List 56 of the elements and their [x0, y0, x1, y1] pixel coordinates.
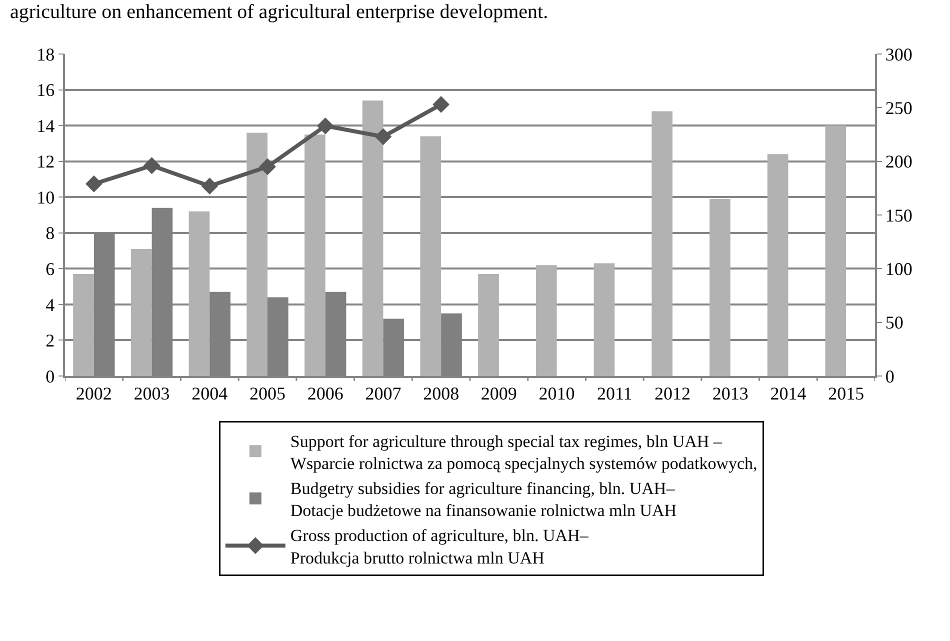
bar — [188, 211, 210, 376]
x-tick-label: 2008 — [423, 383, 460, 404]
y2-tick-label: 150 — [885, 205, 912, 226]
x-tick-label: 2012 — [654, 383, 690, 404]
bar — [594, 263, 615, 376]
x-tick-label: 2011 — [596, 383, 632, 404]
bar — [652, 111, 672, 376]
bar — [536, 265, 557, 376]
bar — [825, 126, 846, 376]
text: agriculture on enhancement of agricultural enterprise development. — [10, 1, 548, 23]
y2-tick-label: 50 — [885, 312, 904, 333]
y2-tick-label: 300 — [885, 44, 912, 64]
point — [316, 117, 334, 134]
y-tick-label: 2 — [46, 330, 55, 351]
y2-tick-label: 0 — [885, 366, 894, 386]
y-tick-label: 12 — [36, 152, 55, 172]
point — [201, 178, 218, 194]
bar — [130, 248, 152, 376]
y2-tick-label: 250 — [885, 98, 912, 118]
point — [143, 157, 160, 174]
legend-label: Budgetry subsidies for agriculture financing, bln. UAH– Dotacje budżetowe na finansowanie rolnictwa mln UAH — [290, 478, 677, 520]
bar — [478, 274, 499, 376]
x-tick-label: 2004 — [192, 383, 228, 404]
legend-label: Gross production of agriculture, bln. UAH– Produkcja brutto rolnictwa mln UAH — [290, 526, 589, 568]
point — [432, 96, 450, 113]
y2-tick-label: 200 — [885, 152, 912, 172]
bar — [767, 154, 788, 376]
x-tick-label: 2013 — [712, 383, 748, 404]
x-tick-label: 2007 — [365, 383, 402, 404]
y-tick-label: 18 — [36, 44, 55, 64]
bar — [246, 132, 268, 376]
x-tick-label: 2010 — [538, 383, 575, 404]
point — [259, 158, 276, 176]
y-tick-label: 6 — [46, 258, 55, 279]
y-tick-label: 14 — [36, 116, 55, 136]
legend-label: Support for agriculture through special tax regimes, bln UAH – Wsparcie rolnictwa za pomocą specjalnych systemów podatkowych, — [290, 432, 758, 473]
y2-tick-label: 100 — [885, 258, 912, 279]
bar — [304, 134, 326, 376]
x-tick-label: 2015 — [828, 383, 864, 404]
x-tick-label: 2005 — [250, 383, 286, 404]
bar — [710, 198, 730, 376]
bar — [362, 100, 384, 376]
x-tick-label: 2003 — [134, 383, 170, 404]
y-tick-label: 0 — [46, 366, 55, 386]
x-tick-label: 2006 — [307, 383, 344, 404]
y-tick-label: 8 — [46, 223, 55, 244]
point — [85, 175, 102, 192]
x-tick-label: 2014 — [770, 383, 806, 404]
x-tick-label: 2009 — [480, 383, 517, 404]
bar — [73, 274, 94, 376]
y-tick-label: 16 — [36, 80, 55, 100]
x-tick-label: 2002 — [76, 383, 112, 404]
point — [374, 128, 392, 146]
y-tick-label: 10 — [36, 187, 55, 208]
y-tick-label: 4 — [46, 294, 55, 315]
bar — [420, 136, 442, 376]
